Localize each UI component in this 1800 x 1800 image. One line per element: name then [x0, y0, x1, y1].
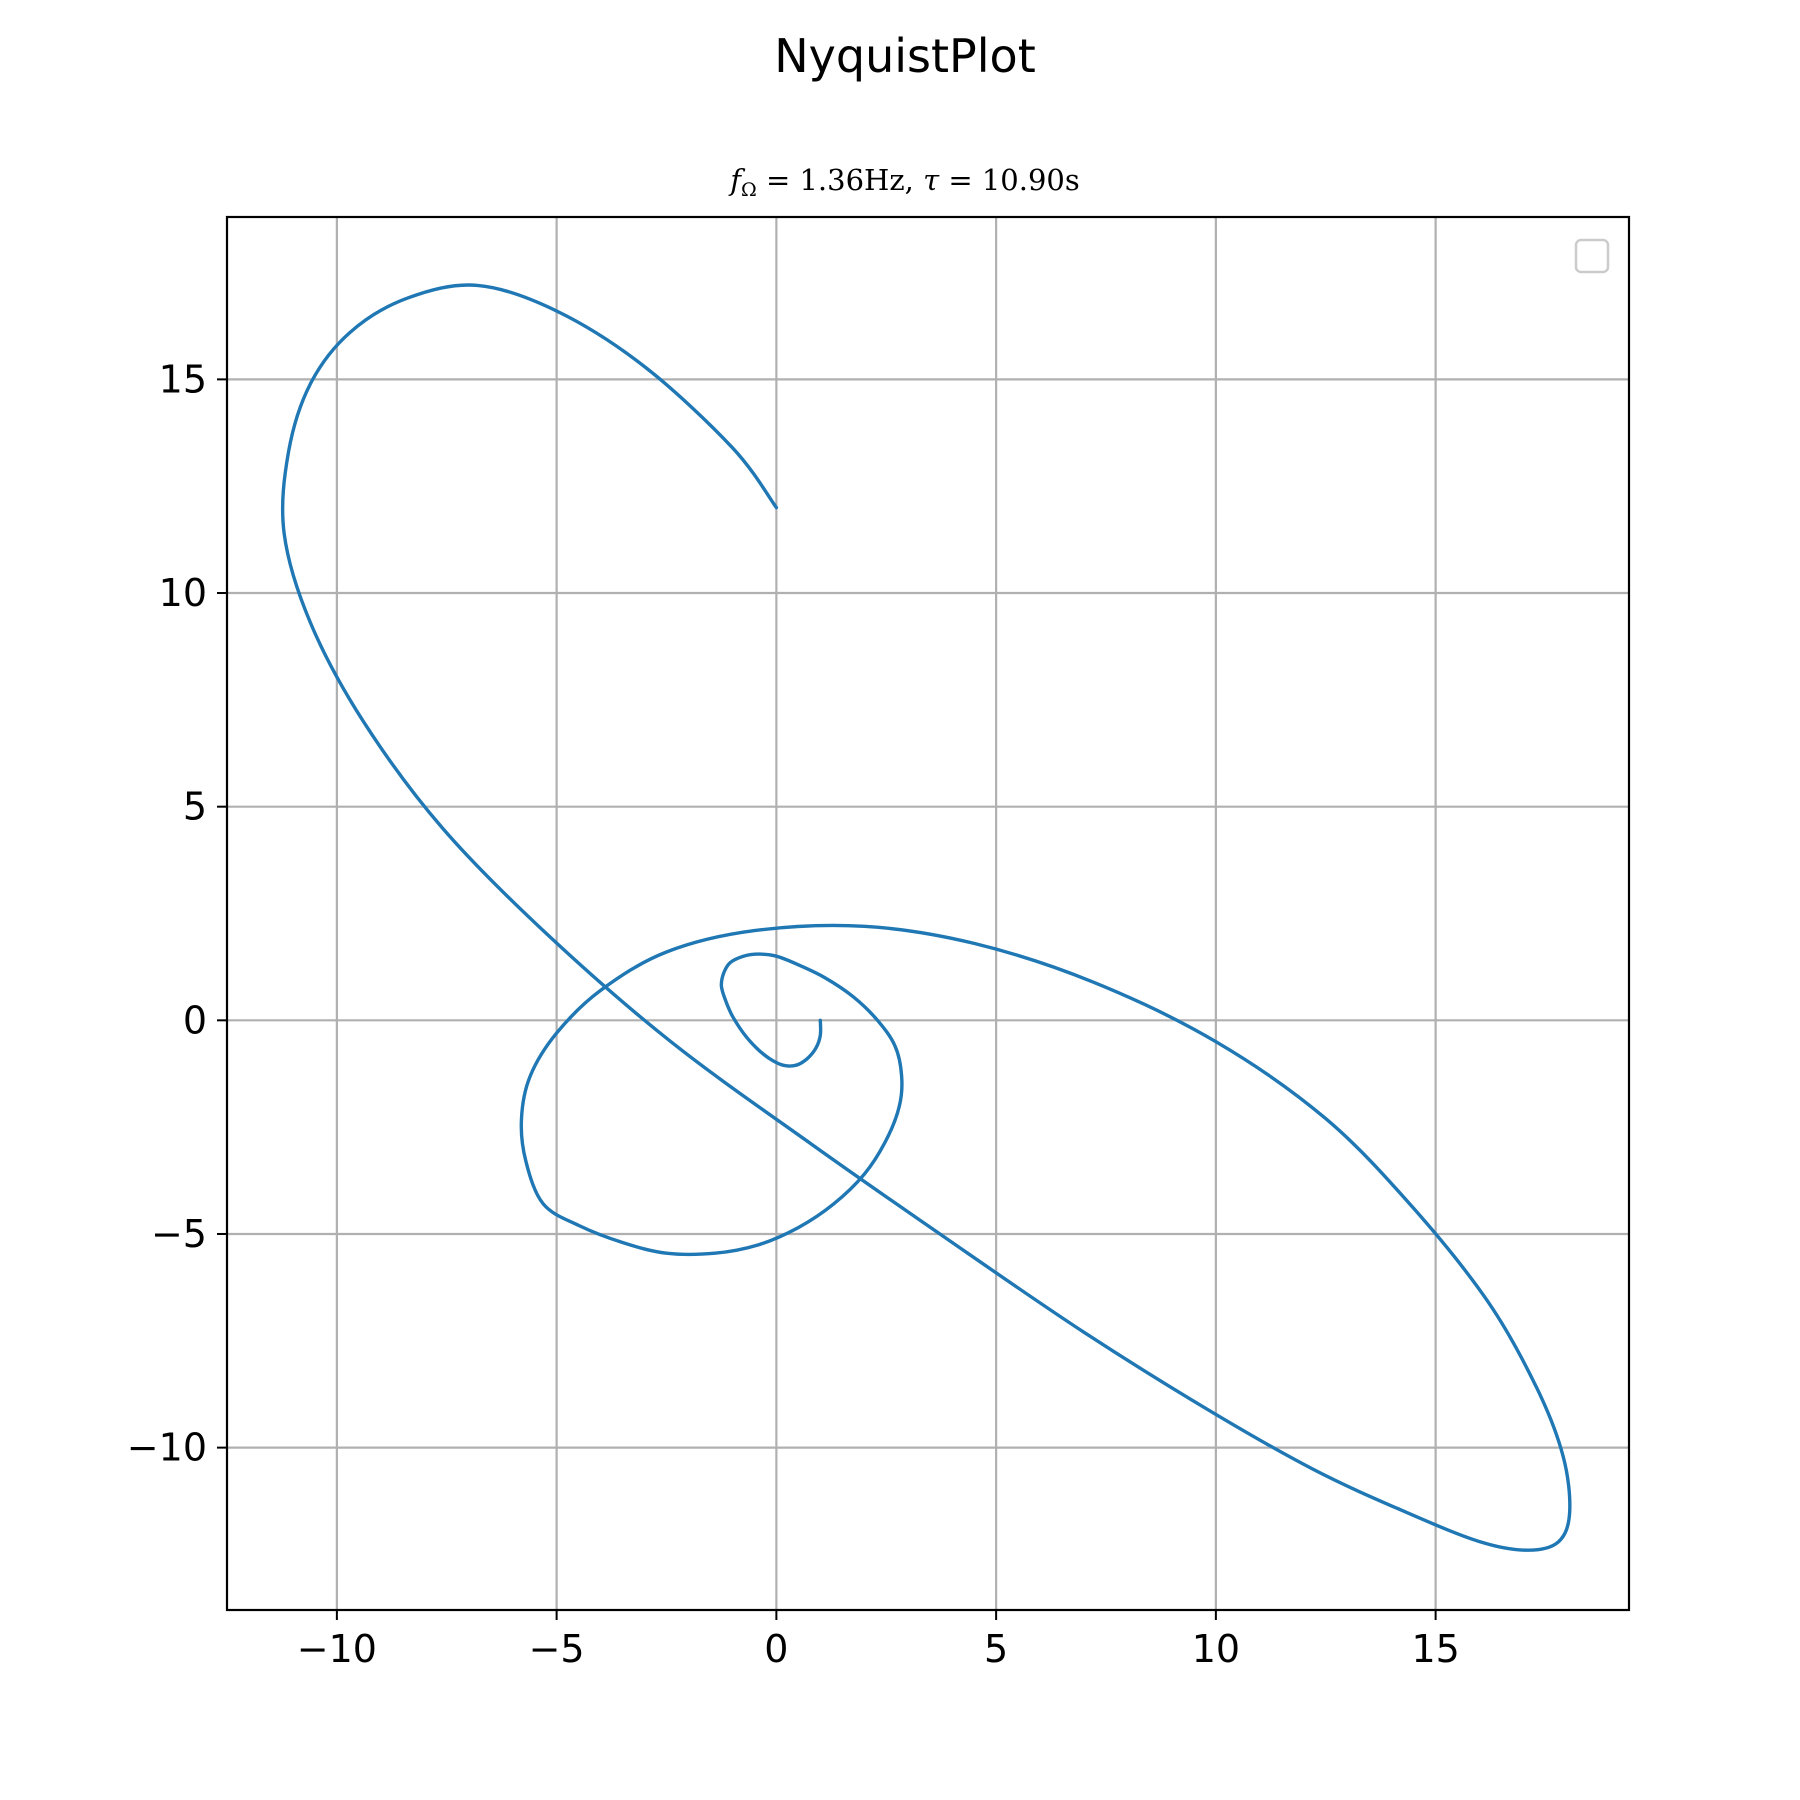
axes-frame — [225, 215, 1631, 1612]
y-tick-label: 0 — [183, 998, 207, 1042]
x-tick-label: 5 — [984, 1627, 1008, 1671]
x-tick-label: −5 — [529, 1627, 585, 1671]
ticks: −10 −5 0 5 10 15 −10 −5 0 5 10 15 — [127, 357, 1460, 1671]
subtitle-tau-value: = 10.90s — [939, 163, 1080, 197]
nyquist-curve — [280, 283, 1572, 1552]
y-tick-label: 5 — [183, 785, 207, 829]
subtitle-f-value: = 1.36Hz, — [757, 163, 923, 197]
plot-area — [227, 217, 1629, 1610]
subtitle-tau-symbol: τ — [923, 163, 940, 197]
series-layer — [280, 283, 1572, 1552]
y-tick-label: 15 — [159, 357, 207, 401]
chart-subtitle: fΩ = 1.36Hz, τ = 10.90s — [728, 163, 1080, 201]
x-tick-label: −10 — [297, 1627, 377, 1671]
y-tick-label: −10 — [127, 1426, 207, 1470]
legend-box — [1574, 238, 1610, 274]
x-tick-label: 0 — [764, 1627, 788, 1671]
y-tick-label: 10 — [159, 571, 207, 615]
chart-title: NyquistPlot — [774, 29, 1035, 83]
grid — [227, 217, 1629, 1610]
x-tick-label: 10 — [1192, 1627, 1240, 1671]
x-tick-label: 15 — [1411, 1627, 1459, 1671]
subtitle-f-subscript: Ω — [741, 179, 757, 201]
y-tick-label: −5 — [151, 1212, 207, 1256]
